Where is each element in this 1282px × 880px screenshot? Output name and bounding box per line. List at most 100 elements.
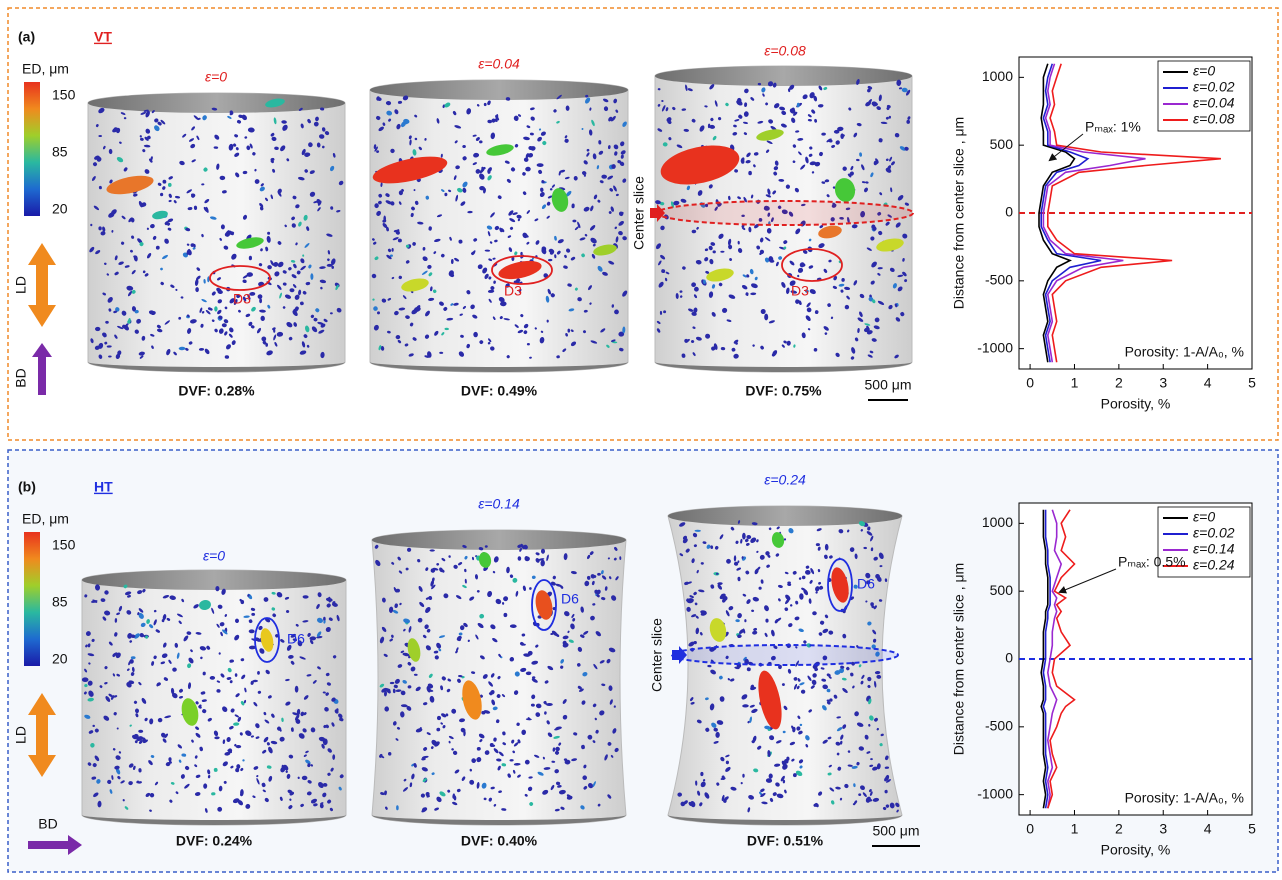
pore	[94, 755, 100, 762]
pore	[525, 166, 531, 172]
pore	[800, 164, 806, 170]
pore	[851, 224, 858, 229]
pore	[156, 324, 161, 329]
pore	[431, 772, 435, 776]
pore	[301, 775, 308, 781]
pore	[660, 225, 665, 231]
pore	[143, 739, 148, 744]
pore	[297, 776, 300, 779]
pore	[717, 584, 723, 590]
pore	[702, 779, 706, 782]
pore	[704, 105, 708, 108]
pore	[259, 206, 264, 211]
pore	[123, 117, 127, 120]
pore	[191, 739, 194, 743]
pore	[395, 689, 402, 693]
x-axis-label: Porosity, %	[1101, 396, 1171, 412]
pore	[885, 116, 889, 120]
pore	[438, 648, 442, 652]
pore	[817, 569, 821, 573]
pore	[891, 161, 895, 166]
pore	[285, 678, 290, 682]
pore	[823, 326, 829, 331]
pore	[846, 295, 850, 300]
pore	[753, 768, 759, 773]
pore	[257, 294, 263, 299]
pore	[392, 688, 396, 694]
pore	[331, 697, 336, 702]
pore	[255, 637, 261, 642]
pore	[100, 231, 106, 236]
pore	[425, 645, 431, 651]
pore	[546, 215, 550, 219]
pore	[484, 545, 488, 548]
pore	[748, 170, 752, 176]
pore	[582, 775, 587, 781]
pore	[487, 231, 491, 237]
pore	[479, 185, 485, 191]
pore	[194, 755, 198, 759]
pore	[867, 85, 873, 90]
pore	[178, 695, 184, 699]
pore	[133, 700, 138, 704]
pore	[682, 266, 686, 270]
pore	[213, 730, 219, 737]
pore	[580, 634, 585, 638]
pore	[692, 352, 696, 357]
pore	[590, 615, 595, 621]
pore	[478, 547, 484, 551]
pore	[710, 584, 715, 589]
profile-line	[1046, 509, 1063, 809]
pore	[386, 110, 393, 116]
pore	[84, 594, 88, 598]
pore	[159, 192, 164, 197]
pore	[565, 190, 572, 197]
pore	[531, 694, 536, 700]
pore	[331, 265, 335, 269]
pore	[811, 171, 815, 174]
pore	[497, 765, 501, 771]
pore	[228, 748, 233, 753]
pore	[539, 337, 545, 344]
pore	[373, 306, 378, 311]
pore	[764, 257, 770, 263]
pore	[298, 221, 302, 227]
pore	[737, 248, 743, 253]
pore	[781, 110, 787, 116]
pore	[867, 526, 871, 531]
pore	[522, 585, 526, 592]
pore	[872, 638, 877, 643]
pore	[274, 271, 280, 277]
pore	[615, 576, 619, 581]
pore	[428, 297, 435, 301]
pore	[240, 789, 244, 797]
pore	[879, 743, 883, 747]
defect-highlight	[254, 617, 280, 663]
pore	[308, 142, 313, 148]
pore	[153, 609, 157, 613]
pore	[788, 623, 793, 628]
pore	[422, 807, 427, 811]
defect-label: D6	[287, 631, 305, 647]
pore	[228, 231, 235, 235]
pore	[374, 256, 379, 261]
pore	[604, 586, 608, 591]
pore	[302, 291, 307, 295]
pore	[614, 151, 618, 156]
pore	[286, 322, 293, 328]
pore	[833, 694, 838, 699]
pore	[864, 187, 868, 193]
pore	[824, 543, 829, 551]
pore	[102, 226, 106, 232]
pore	[680, 198, 687, 203]
pore	[207, 717, 212, 722]
pore	[830, 316, 834, 320]
pore	[436, 796, 442, 803]
pore	[139, 135, 142, 138]
legend-label: ε=0	[1193, 63, 1215, 79]
specimen-top	[372, 530, 626, 550]
pore	[374, 146, 378, 152]
pore	[698, 589, 705, 593]
pore	[864, 323, 871, 326]
pore	[751, 522, 758, 526]
